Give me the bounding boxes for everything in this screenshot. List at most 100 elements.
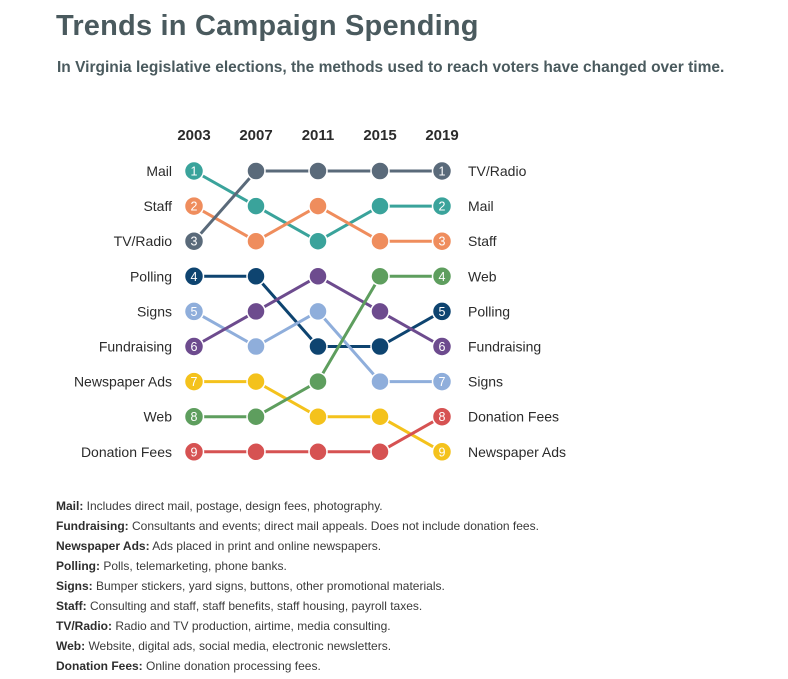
left-label-donation-fees: Donation Fees [81, 444, 172, 460]
left-label-fundraising: Fundraising [99, 339, 172, 355]
rank-number-web-2003: 8 [191, 410, 198, 424]
note-newspaper-ads: Newspaper Ads: Ads placed in print and o… [56, 536, 539, 556]
rank-number-polling-2003: 4 [191, 270, 198, 284]
rank-badge-fundraising-2003 [183, 336, 205, 357]
left-label-tv-radio: TV/Radio [114, 233, 173, 249]
rank-number-staff-2019: 3 [439, 235, 446, 249]
rank-point-polling-2007 [246, 266, 266, 287]
rank-badge-tv-radio-2003 [183, 230, 205, 252]
rank-point-tv-radio-2015 [370, 161, 390, 181]
rank-point-fundraising-2015 [370, 301, 390, 322]
rank-badge-signs-2019 [431, 371, 453, 392]
rank-number-newspaper-ads-2003: 7 [191, 375, 198, 389]
note-signs: Signs: Bumper stickers, yard signs, butt… [56, 576, 539, 596]
rank-number-signs-2019: 7 [439, 375, 446, 389]
note-text: Bumper stickers, yard signs, buttons, ot… [92, 579, 445, 593]
note-text: Polls, telemarketing, phone banks. [100, 559, 287, 573]
note-text: Online donation processing fees. [142, 659, 321, 673]
rank-number-mail-2019: 2 [439, 200, 446, 214]
rank-point-web-2011 [308, 371, 328, 392]
left-label-polling: Polling [130, 268, 172, 284]
note-text: Consulting and staff, staff benefits, st… [86, 599, 423, 613]
note-term: Donation Fees: [56, 659, 143, 673]
rank-badge-mail-2019 [431, 195, 453, 217]
rank-number-web-2019: 4 [439, 270, 446, 284]
chart-subtitle: In Virginia legislative elections, the m… [57, 59, 725, 76]
rank-point-staff-2011 [308, 196, 328, 216]
right-label-donation-fees: Donation Fees [468, 409, 559, 425]
rank-badge-staff-2019 [431, 230, 453, 252]
chart-title: Trends in Campaign Spending [56, 10, 479, 42]
note-term: Newspaper Ads: [56, 539, 150, 553]
bump-chart: 2003 2007 2011 2015 2019 1 2 2 3 3 1 4 5 5 7 6 6 7 9 8 4 9 8 Ma… [74, 127, 566, 463]
note-text: Includes direct mail, postage, design fe… [83, 499, 383, 513]
rank-number-polling-2019: 5 [439, 305, 446, 319]
rank-point-newspaper-ads-2007 [246, 371, 266, 392]
rank-badge-signs-2003 [183, 301, 205, 322]
right-label-newspaper-ads: Newspaper Ads [468, 444, 566, 460]
rank-point-web-2015 [370, 266, 390, 287]
note-tv-radio: TV/Radio: Radio and TV production, airti… [56, 616, 539, 636]
rank-badge-polling-2019 [431, 301, 453, 322]
rank-point-staff-2015 [370, 231, 390, 251]
right-label-tv-radio: TV/Radio [468, 163, 527, 179]
right-label-staff: Staff [468, 233, 497, 249]
rank-point-newspaper-ads-2015 [370, 406, 390, 427]
right-label-mail: Mail [468, 198, 494, 214]
rank-badge-web-2003 [183, 406, 205, 427]
rank-point-signs-2007 [246, 336, 266, 357]
rank-point-fundraising-2007 [246, 301, 266, 322]
rank-point-tv-radio-2011 [308, 161, 328, 181]
rank-badge-donation-fees-2003 [183, 441, 205, 463]
note-term: TV/Radio: [56, 619, 112, 633]
rank-point-polling-2015 [370, 336, 390, 357]
rank-point-donation-fees-2015 [370, 442, 390, 462]
rank-point-mail-2011 [308, 231, 328, 251]
note-mail: Mail: Includes direct mail, postage, des… [56, 496, 539, 516]
rank-badge-donation-fees-2019 [431, 406, 453, 427]
year-label-2003: 2003 [177, 127, 210, 144]
rank-badge-polling-2003 [183, 266, 205, 287]
rank-badge-newspaper-ads-2003 [183, 371, 205, 392]
rank-badge-staff-2003 [183, 195, 205, 217]
rank-number-fundraising-2003: 6 [191, 340, 198, 354]
rank-point-mail-2015 [370, 196, 390, 216]
rank-number-donation-fees-2019: 8 [439, 410, 446, 424]
year-label-2015: 2015 [363, 127, 396, 144]
rank-point-polling-2011 [308, 336, 328, 357]
left-label-web: Web [143, 409, 172, 425]
rank-number-tv-radio-2019: 1 [439, 165, 446, 179]
year-label-2019: 2019 [425, 127, 458, 144]
note-term: Polling: [56, 559, 100, 573]
rank-point-fundraising-2011 [308, 266, 328, 287]
right-label-web: Web [468, 268, 497, 284]
note-staff: Staff: Consulting and staff, staff benef… [56, 596, 539, 616]
note-term: Fundraising: [56, 519, 129, 533]
rank-number-fundraising-2019: 6 [439, 340, 446, 354]
note-text: Website, digital ads, social media, elec… [85, 639, 392, 653]
rank-point-staff-2007 [246, 231, 266, 251]
rank-badge-tv-radio-2019 [431, 160, 453, 182]
rank-badge-web-2019 [431, 266, 453, 287]
note-term: Signs: [56, 579, 93, 593]
year-label-2011: 2011 [302, 127, 335, 144]
note-text: Consultants and events; direct mail appe… [128, 519, 539, 533]
rank-number-donation-fees-2003: 9 [191, 445, 198, 459]
definitions-notes: Mail: Includes direct mail, postage, des… [56, 496, 539, 676]
right-label-polling: Polling [468, 303, 510, 319]
rank-badge-newspaper-ads-2019 [431, 441, 453, 463]
note-donation-fees: Donation Fees: Online donation processin… [56, 656, 539, 676]
rank-point-signs-2015 [370, 371, 390, 392]
rank-number-signs-2003: 5 [191, 305, 198, 319]
note-text: Radio and TV production, airtime, media … [112, 619, 391, 633]
rank-point-donation-fees-2007 [246, 442, 266, 462]
rank-number-staff-2003: 2 [191, 200, 198, 214]
note-polling: Polling: Polls, telemarketing, phone ban… [56, 556, 539, 576]
rank-point-mail-2007 [246, 196, 266, 216]
rank-point-donation-fees-2011 [308, 442, 328, 462]
note-term: Mail: [56, 499, 84, 513]
left-label-signs: Signs [137, 303, 172, 319]
left-label-staff: Staff [143, 198, 172, 214]
rank-point-signs-2011 [308, 301, 328, 322]
left-label-newspaper-ads: Newspaper Ads [74, 374, 172, 390]
